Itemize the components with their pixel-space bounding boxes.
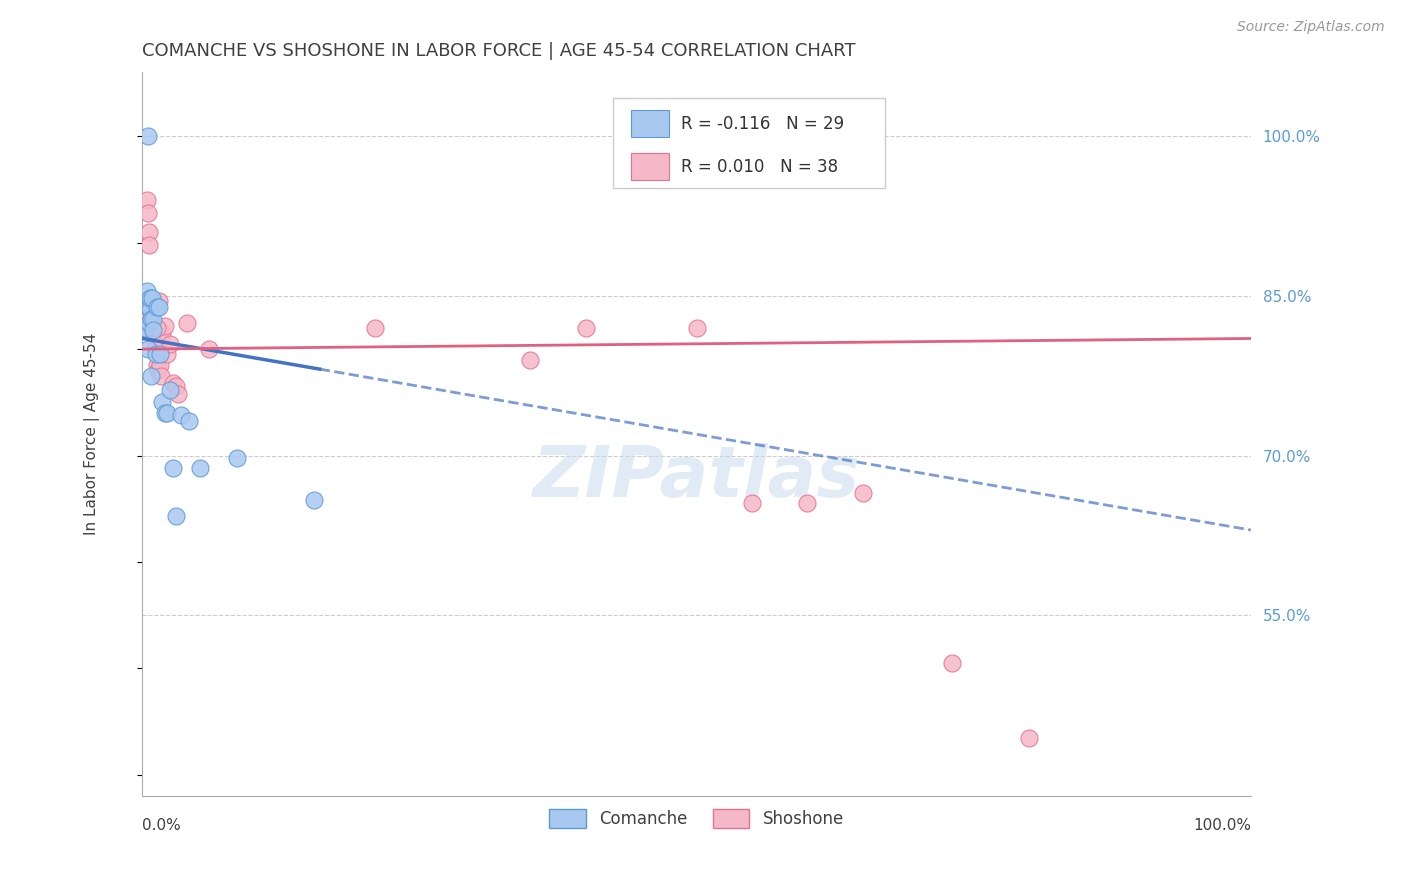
Point (685, 321, 707, 335)
Text: R = -0.116   N = 29: R = -0.116 N = 29 (681, 115, 844, 133)
Point (142, 323, 165, 337)
Point (166, 386, 188, 401)
Point (225, 450, 247, 465)
Point (139, 301, 162, 316)
Point (138, 300, 160, 314)
Point (138, 237, 160, 252)
Text: ZIPatlas: ZIPatlas (533, 443, 860, 512)
Point (145, 347, 167, 361)
Point (1018, 731, 1040, 745)
Point (134, 305, 156, 319)
Point (150, 326, 173, 340)
Point (141, 323, 163, 337)
Point (150, 368, 173, 383)
Point (141, 312, 163, 326)
Point (165, 509, 187, 524)
Text: Source: ZipAtlas.com: Source: ZipAtlas.com (1237, 20, 1385, 34)
Point (150, 395, 173, 409)
Text: 100.0%: 100.0% (1192, 818, 1251, 833)
Text: 0.0%: 0.0% (142, 818, 181, 833)
Point (170, 408, 193, 422)
Point (135, 312, 157, 326)
Point (156, 347, 179, 361)
Point (136, 129, 159, 144)
Point (302, 493, 325, 508)
Point (141, 316, 163, 330)
Point (156, 406, 179, 420)
Point (143, 336, 166, 351)
Point (153, 318, 176, 333)
Point (139, 297, 162, 311)
Point (142, 312, 165, 326)
Point (141, 368, 163, 383)
Point (519, 352, 541, 367)
Point (142, 326, 165, 340)
Point (176, 316, 198, 330)
Point (796, 496, 818, 510)
Point (165, 379, 187, 393)
Point (941, 656, 963, 670)
Point (138, 316, 160, 330)
FancyBboxPatch shape (613, 98, 884, 188)
Point (575, 321, 598, 335)
Point (153, 406, 176, 420)
Point (148, 300, 170, 314)
Point (135, 284, 157, 298)
Point (138, 225, 160, 239)
FancyBboxPatch shape (631, 153, 669, 180)
Point (136, 294, 159, 309)
Point (188, 461, 211, 475)
Text: In Labor Force | Age 45-54: In Labor Force | Age 45-54 (84, 333, 100, 535)
Point (135, 193, 157, 207)
Point (134, 321, 156, 335)
Point (136, 206, 159, 220)
Point (364, 321, 387, 335)
Point (145, 342, 167, 356)
Point (141, 305, 163, 319)
Point (145, 358, 167, 372)
Point (149, 358, 172, 372)
Point (162, 376, 184, 391)
Point (145, 300, 167, 314)
Text: COMANCHE VS SHOSHONE IN LABOR FORCE | AGE 45-54 CORRELATION CHART: COMANCHE VS SHOSHONE IN LABOR FORCE | AG… (142, 42, 856, 60)
Point (159, 383, 181, 397)
Point (177, 415, 200, 429)
Point (146, 363, 169, 377)
Point (852, 485, 875, 500)
Point (132, 294, 155, 309)
Point (741, 496, 763, 510)
Point (148, 294, 170, 309)
Text: R = 0.010   N = 38: R = 0.010 N = 38 (681, 158, 838, 176)
Point (162, 461, 184, 475)
Point (141, 291, 163, 305)
Legend: Comanche, Shoshone: Comanche, Shoshone (543, 802, 851, 835)
Point (159, 336, 181, 351)
Point (136, 342, 159, 356)
Point (139, 291, 162, 305)
Point (149, 347, 172, 361)
Point (198, 342, 221, 356)
FancyBboxPatch shape (631, 111, 669, 137)
Point (145, 321, 167, 335)
